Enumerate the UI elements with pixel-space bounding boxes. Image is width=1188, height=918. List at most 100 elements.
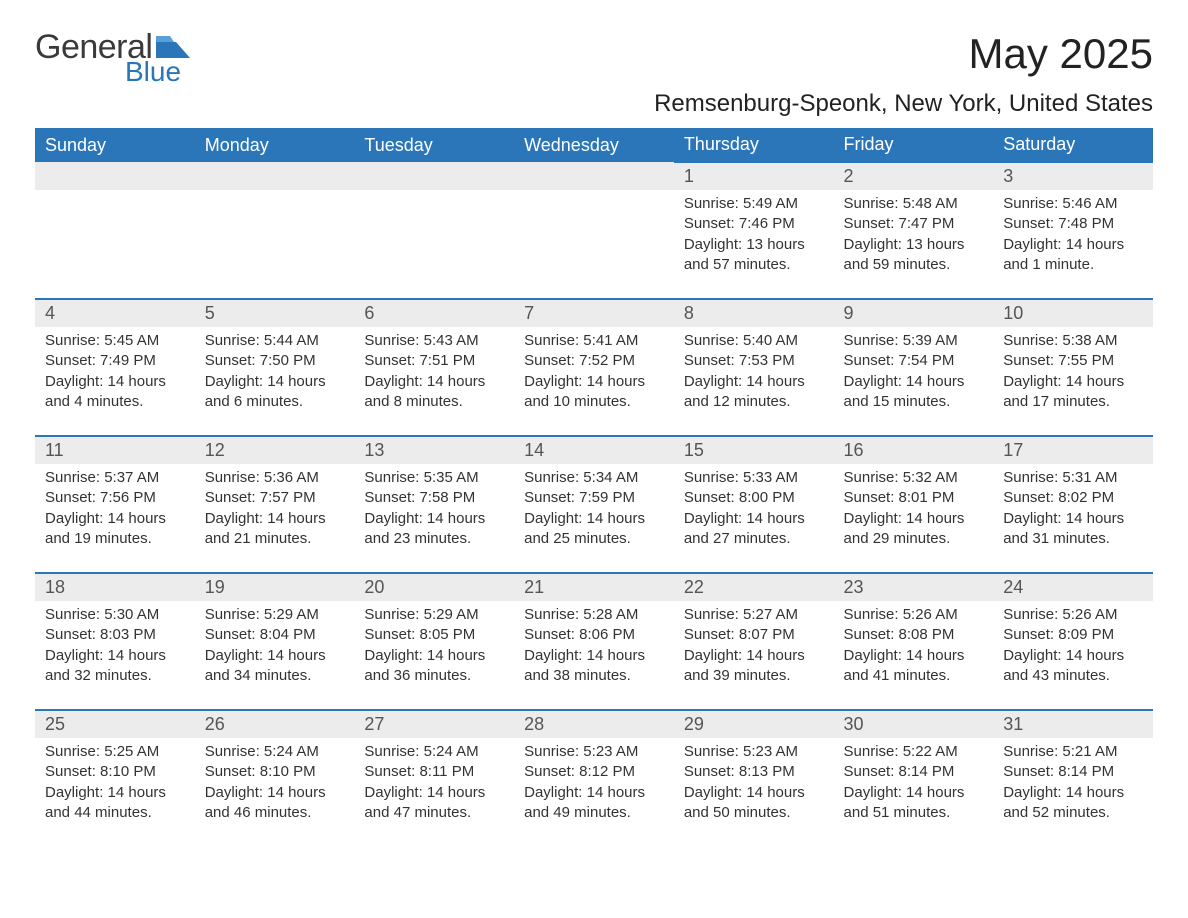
daynum-row: 11121314151617 <box>35 436 1153 464</box>
sunset: Sunset: 8:03 PM <box>45 625 185 645</box>
sunrise: Sunrise: 5:45 AM <box>45 331 185 351</box>
day-cell <box>35 190 195 289</box>
sunset: Sunset: 7:59 PM <box>524 488 664 508</box>
daylight: Daylight: 14 hours and 17 minutes. <box>1003 372 1143 413</box>
sunset: Sunset: 7:57 PM <box>205 488 345 508</box>
day-number: 1 <box>674 162 834 190</box>
day-cell: Sunrise: 5:36 AMSunset: 7:57 PMDaylight:… <box>195 464 355 563</box>
day-cell: Sunrise: 5:26 AMSunset: 8:09 PMDaylight:… <box>993 601 1153 700</box>
sunset: Sunset: 8:05 PM <box>364 625 504 645</box>
sunrise: Sunrise: 5:27 AM <box>684 605 824 625</box>
day-number: 28 <box>514 710 674 738</box>
day-number <box>195 162 355 190</box>
day-cell: Sunrise: 5:43 AMSunset: 7:51 PMDaylight:… <box>354 327 514 426</box>
day-cell: Sunrise: 5:23 AMSunset: 8:12 PMDaylight:… <box>514 738 674 837</box>
daylight: Daylight: 14 hours and 51 minutes. <box>844 783 984 824</box>
daylight: Daylight: 14 hours and 34 minutes. <box>205 646 345 687</box>
sunset: Sunset: 8:04 PM <box>205 625 345 645</box>
sunset: Sunset: 8:09 PM <box>1003 625 1143 645</box>
day-number: 15 <box>674 436 834 464</box>
daylight: Daylight: 14 hours and 1 minute. <box>1003 235 1143 276</box>
day-cell: Sunrise: 5:26 AMSunset: 8:08 PMDaylight:… <box>834 601 994 700</box>
day-cell: Sunrise: 5:49 AMSunset: 7:46 PMDaylight:… <box>674 190 834 289</box>
day-cell: Sunrise: 5:31 AMSunset: 8:02 PMDaylight:… <box>993 464 1153 563</box>
day-number: 3 <box>993 162 1153 190</box>
day-number: 17 <box>993 436 1153 464</box>
sunset: Sunset: 7:52 PM <box>524 351 664 371</box>
sunrise: Sunrise: 5:29 AM <box>205 605 345 625</box>
day-number: 18 <box>35 573 195 601</box>
day-cell: Sunrise: 5:37 AMSunset: 7:56 PMDaylight:… <box>35 464 195 563</box>
daylight: Daylight: 14 hours and 36 minutes. <box>364 646 504 687</box>
daynum-row: 123 <box>35 162 1153 190</box>
day-number: 8 <box>674 299 834 327</box>
day-cell: Sunrise: 5:41 AMSunset: 7:52 PMDaylight:… <box>514 327 674 426</box>
sunrise: Sunrise: 5:34 AM <box>524 468 664 488</box>
day-cell: Sunrise: 5:48 AMSunset: 7:47 PMDaylight:… <box>834 190 994 289</box>
daylight: Daylight: 13 hours and 57 minutes. <box>684 235 824 276</box>
day-number <box>35 162 195 190</box>
sunset: Sunset: 8:14 PM <box>1003 762 1143 782</box>
daylight: Daylight: 14 hours and 43 minutes. <box>1003 646 1143 687</box>
day-number: 6 <box>354 299 514 327</box>
dow-header: Sunday <box>35 128 195 162</box>
day-cell: Sunrise: 5:30 AMSunset: 8:03 PMDaylight:… <box>35 601 195 700</box>
sunset: Sunset: 8:10 PM <box>45 762 185 782</box>
sunset: Sunset: 7:50 PM <box>205 351 345 371</box>
day-cell: Sunrise: 5:28 AMSunset: 8:06 PMDaylight:… <box>514 601 674 700</box>
sunrise: Sunrise: 5:46 AM <box>1003 194 1143 214</box>
day-cell: Sunrise: 5:21 AMSunset: 8:14 PMDaylight:… <box>993 738 1153 837</box>
sunrise: Sunrise: 5:21 AM <box>1003 742 1143 762</box>
day-number: 26 <box>195 710 355 738</box>
sunrise: Sunrise: 5:30 AM <box>45 605 185 625</box>
day-cell: Sunrise: 5:40 AMSunset: 7:53 PMDaylight:… <box>674 327 834 426</box>
daylight: Daylight: 14 hours and 25 minutes. <box>524 509 664 550</box>
day-cell: Sunrise: 5:29 AMSunset: 8:04 PMDaylight:… <box>195 601 355 700</box>
daylight: Daylight: 14 hours and 52 minutes. <box>1003 783 1143 824</box>
sunrise: Sunrise: 5:49 AM <box>684 194 824 214</box>
day-cell <box>354 190 514 289</box>
dow-header: Saturday <box>993 128 1153 162</box>
day-number: 31 <box>993 710 1153 738</box>
logo-word-blue: Blue <box>125 58 190 86</box>
daylight: Daylight: 14 hours and 29 minutes. <box>844 509 984 550</box>
sunrise: Sunrise: 5:38 AM <box>1003 331 1143 351</box>
daynum-row: 18192021222324 <box>35 573 1153 601</box>
day-cell <box>514 190 674 289</box>
day-cell: Sunrise: 5:35 AMSunset: 7:58 PMDaylight:… <box>354 464 514 563</box>
daylight: Daylight: 14 hours and 8 minutes. <box>364 372 504 413</box>
daylight: Daylight: 14 hours and 31 minutes. <box>1003 509 1143 550</box>
day-number: 7 <box>514 299 674 327</box>
daylight: Daylight: 14 hours and 27 minutes. <box>684 509 824 550</box>
calendar-table: SundayMondayTuesdayWednesdayThursdayFrid… <box>35 128 1153 837</box>
sunrise: Sunrise: 5:39 AM <box>844 331 984 351</box>
day-cell: Sunrise: 5:22 AMSunset: 8:14 PMDaylight:… <box>834 738 994 837</box>
day-number: 16 <box>834 436 994 464</box>
daylight: Daylight: 14 hours and 32 minutes. <box>45 646 185 687</box>
day-number: 10 <box>993 299 1153 327</box>
sunrise: Sunrise: 5:24 AM <box>364 742 504 762</box>
day-cell: Sunrise: 5:38 AMSunset: 7:55 PMDaylight:… <box>993 327 1153 426</box>
day-data-row: Sunrise: 5:25 AMSunset: 8:10 PMDaylight:… <box>35 738 1153 837</box>
day-cell: Sunrise: 5:23 AMSunset: 8:13 PMDaylight:… <box>674 738 834 837</box>
daylight: Daylight: 14 hours and 6 minutes. <box>205 372 345 413</box>
sunset: Sunset: 7:56 PM <box>45 488 185 508</box>
daylight: Daylight: 14 hours and 38 minutes. <box>524 646 664 687</box>
day-number: 27 <box>354 710 514 738</box>
sunrise: Sunrise: 5:26 AM <box>1003 605 1143 625</box>
sunrise: Sunrise: 5:25 AM <box>45 742 185 762</box>
day-number: 29 <box>674 710 834 738</box>
sunset: Sunset: 8:00 PM <box>684 488 824 508</box>
sunset: Sunset: 8:10 PM <box>205 762 345 782</box>
day-cell: Sunrise: 5:27 AMSunset: 8:07 PMDaylight:… <box>674 601 834 700</box>
dow-header: Tuesday <box>354 128 514 162</box>
sunset: Sunset: 7:55 PM <box>1003 351 1143 371</box>
sunset: Sunset: 8:07 PM <box>684 625 824 645</box>
daylight: Daylight: 13 hours and 59 minutes. <box>844 235 984 276</box>
day-cell: Sunrise: 5:24 AMSunset: 8:11 PMDaylight:… <box>354 738 514 837</box>
sunrise: Sunrise: 5:29 AM <box>364 605 504 625</box>
day-cell: Sunrise: 5:32 AMSunset: 8:01 PMDaylight:… <box>834 464 994 563</box>
daylight: Daylight: 14 hours and 15 minutes. <box>844 372 984 413</box>
day-number: 4 <box>35 299 195 327</box>
day-number <box>514 162 674 190</box>
